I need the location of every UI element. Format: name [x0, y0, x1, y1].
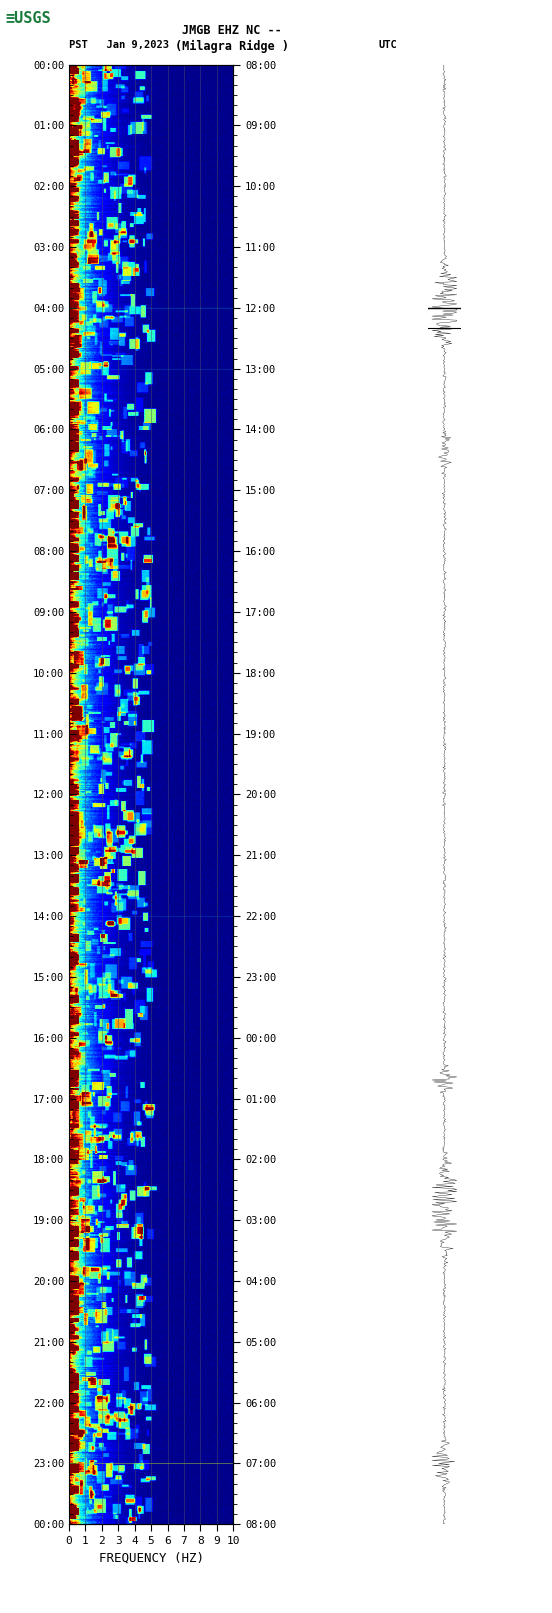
- X-axis label: FREQUENCY (HZ): FREQUENCY (HZ): [99, 1552, 204, 1565]
- Text: (Milagra Ridge ): (Milagra Ridge ): [175, 40, 289, 53]
- Text: ≡USGS: ≡USGS: [6, 11, 51, 26]
- Text: USGS: USGS: [8, 13, 42, 23]
- Text: PST   Jan 9,2023: PST Jan 9,2023: [69, 40, 169, 50]
- Text: UTC: UTC: [379, 40, 397, 50]
- Text: JMGB EHZ NC --: JMGB EHZ NC --: [182, 24, 282, 37]
